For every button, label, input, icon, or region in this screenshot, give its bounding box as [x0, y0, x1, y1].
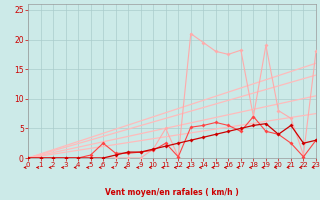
X-axis label: Vent moyen/en rafales ( km/h ): Vent moyen/en rafales ( km/h )	[105, 188, 239, 197]
